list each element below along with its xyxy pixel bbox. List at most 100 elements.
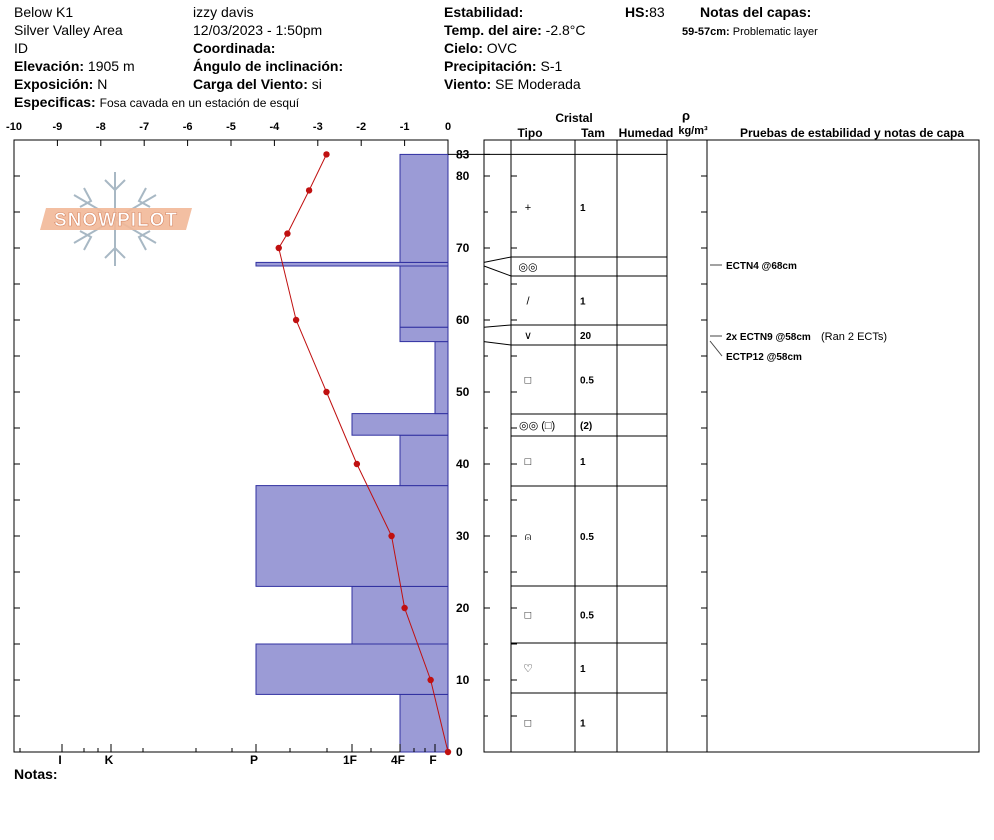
notes-label: Notas:	[14, 766, 58, 782]
header-moisture: Humedad	[619, 126, 674, 140]
datetime: 12/03/2023 - 1:50pm	[193, 22, 323, 38]
crystal-size: 1	[580, 664, 586, 675]
hardness-bar	[399, 693, 449, 753]
crystal-type: ♡	[523, 663, 533, 675]
crystal-size: 1	[580, 297, 586, 308]
test-note: (Ran 2 ECTs)	[821, 331, 887, 343]
elevation-value: 1905 m	[87, 58, 135, 74]
layer-notes-label: Notas del capas:	[700, 4, 812, 20]
hardness-bars	[255, 153, 449, 753]
temp-tick-label: -5	[226, 121, 236, 133]
stability-tests: ECTN4 @68cm 2x ECTN9 @58cm (Ran 2 ECTs) ECT…	[709, 261, 887, 363]
hardness-tick-label: F	[429, 753, 436, 767]
test-pointer	[709, 340, 723, 357]
layer-note-text: Problematic layer	[732, 26, 818, 38]
slope-label: Ángulo de inclinación:	[193, 58, 344, 74]
precip-label: Precipitación:	[444, 58, 537, 74]
header-crystal: Cristal	[555, 111, 592, 125]
region: ID	[14, 40, 28, 56]
layer-table-frame	[483, 139, 980, 753]
test-label: ECTN4 @68cm	[726, 261, 797, 272]
depth-tick-label: 20	[456, 601, 470, 615]
hardness-bar	[399, 153, 449, 263]
hardness-bar	[255, 261, 449, 267]
test-label: ECTP12 @58cm	[726, 352, 802, 363]
aspect: Exposición: N	[14, 76, 107, 92]
header-density-unit: kg/m³	[678, 125, 708, 137]
temperature-point	[292, 316, 300, 324]
crystal-type: +	[525, 202, 531, 214]
logo-text: SNOWPILOT	[54, 210, 178, 231]
header-tests: Pruebas de estabilidad y notas de capa	[740, 126, 964, 140]
layer-connector	[483, 256, 512, 263]
wind: Viento: SE Moderada	[444, 76, 581, 92]
hardness-bar	[399, 265, 449, 328]
precip: Precipitación: S-1	[444, 58, 562, 74]
crystal-type: □	[525, 610, 532, 622]
depth-tick-label: 70	[456, 241, 470, 255]
elevation-label: Elevación:	[14, 58, 85, 74]
sky-label: Cielo:	[444, 40, 483, 56]
hardness-bar	[351, 413, 449, 436]
temperature-point	[275, 244, 282, 252]
crystal-size: 0.5	[580, 532, 594, 543]
hardness-tick-label: P	[250, 753, 258, 767]
air-temp-label: Temp. del aire:	[444, 22, 542, 38]
hs-label: HS:	[625, 4, 650, 20]
crystal-type: □	[525, 718, 532, 730]
sky: Cielo: OVC	[444, 40, 517, 56]
observer: izzy davis	[193, 4, 254, 20]
hardness-bar	[399, 326, 449, 343]
temperature-point	[401, 604, 408, 612]
temp-tick-label: -3	[313, 121, 323, 133]
header-rho: ρ	[682, 108, 690, 123]
temp-tick-label: -1	[400, 121, 410, 133]
hs-value: 83	[649, 4, 665, 20]
crystal-size: 1	[580, 457, 586, 468]
temp-tick-label: -7	[139, 121, 149, 133]
crystal-type: /	[526, 296, 530, 308]
layer-connector	[483, 324, 512, 328]
header-size: Tam	[581, 126, 605, 140]
temp-tick-label: -9	[53, 121, 63, 133]
crystal-type: □	[525, 375, 532, 387]
elevation: Elevación: 1905 m	[14, 58, 135, 74]
depth-tick-label: 80	[456, 169, 470, 183]
temperature-point	[305, 187, 313, 194]
wind-label: Viento:	[444, 76, 492, 92]
crystal-type: ◎◎ (□)	[519, 420, 555, 432]
precip-value: S-1	[540, 58, 563, 74]
depth-tick-label: 0	[456, 745, 463, 759]
hardness-axis: I K P 1F 4F F	[19, 744, 437, 767]
depth-tick-label: 10	[456, 673, 470, 687]
layer-note-range: 59-57cm:	[682, 26, 730, 38]
depth-tick-label: 40	[456, 457, 470, 471]
depth-tick-label: 50	[456, 385, 470, 399]
aspect-label: Exposición:	[14, 76, 94, 92]
temp-tick-label: -4	[270, 121, 281, 133]
temp-tick-label: -2	[356, 121, 366, 133]
specifics: Especificas: Fosa cavada en un estación …	[14, 94, 299, 111]
crystal-size: 1	[580, 719, 586, 730]
header-type: Tipo	[517, 126, 542, 140]
coord-label: Coordinada:	[193, 40, 276, 56]
depth-tick-label: 30	[456, 529, 470, 543]
crystal-type: ∨	[524, 330, 532, 342]
temp-tick-label: -8	[96, 121, 106, 133]
temperature-point	[323, 151, 330, 158]
temperature-point	[388, 532, 395, 540]
crystal-size: 1	[580, 203, 586, 214]
hardness-bar	[255, 485, 449, 587]
crystal-type: □	[525, 456, 532, 468]
layer-note: 59-57cm: Problematic layer	[682, 24, 818, 40]
crystal-size: 0.5	[580, 611, 594, 622]
layer-connector	[483, 341, 512, 346]
area: Silver Valley Area	[14, 22, 123, 38]
hardness-bar	[351, 585, 449, 645]
snowpilot-logo: SNOWPILOT	[40, 172, 192, 266]
crystal-size: 0.5	[580, 376, 594, 387]
temperature-point	[323, 388, 330, 396]
temperature-profile	[275, 151, 452, 756]
location: Below K1	[14, 4, 74, 20]
hardness-bar	[434, 341, 449, 415]
